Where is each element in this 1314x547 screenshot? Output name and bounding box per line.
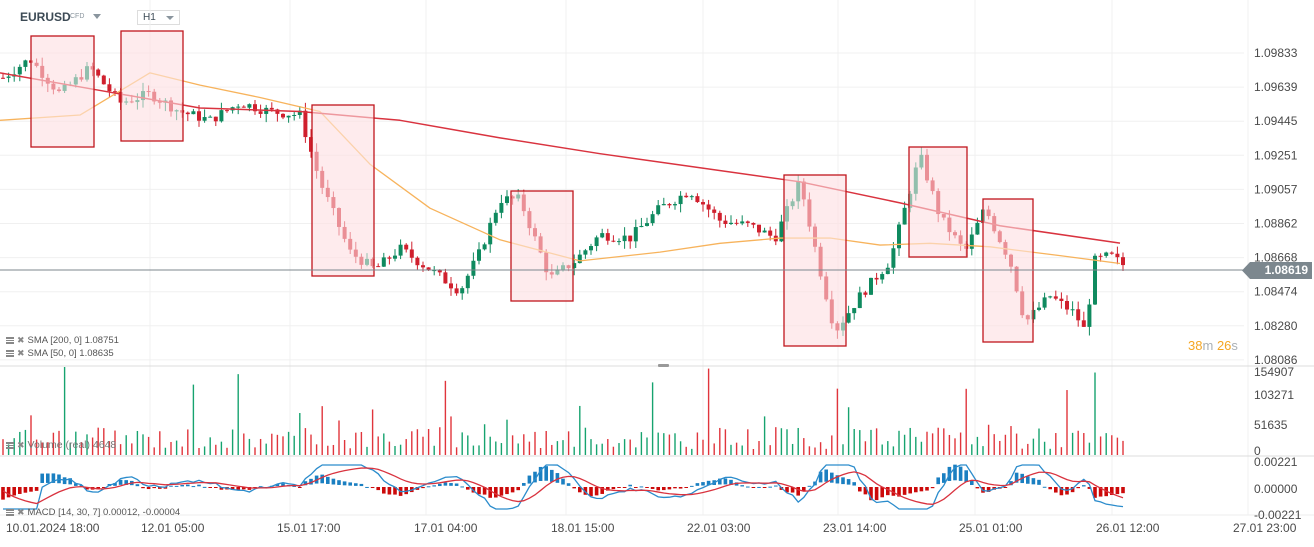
chevron-down-icon: [166, 16, 174, 20]
svg-text:-0.00221: -0.00221: [1254, 508, 1302, 522]
menu-icon[interactable]: [6, 441, 14, 449]
timeframe-select[interactable]: H1: [137, 10, 180, 25]
timeframe-value: H1: [143, 12, 156, 23]
current-price-tag: 1.08619: [1242, 262, 1312, 279]
svg-text:0.00221: 0.00221: [1254, 455, 1298, 469]
volume-label: Volume (real) 4648: [27, 439, 117, 451]
price-tick: 1.08668: [1254, 251, 1298, 265]
time-label: 25.01 01:00: [959, 521, 1023, 535]
time-label: 12.01 05:00: [141, 521, 205, 535]
price-tick: 1.09057: [1254, 182, 1298, 196]
legend-volume: ✖ Volume (real) 4648: [6, 439, 116, 451]
highlight-box: [908, 146, 968, 258]
instrument-type: CFD: [70, 13, 85, 20]
chart-toolbar: EURUSD CFD H1: [0, 0, 1314, 34]
time-label: 10.01.2024 18:00: [6, 521, 100, 535]
time-label: 15.01 17:00: [277, 521, 341, 535]
pane-resize-handle[interactable]: [658, 364, 669, 367]
time-label: 22.01 03:00: [687, 521, 751, 535]
highlight-box: [783, 174, 847, 347]
time-label: 27.01 23:00: [1233, 521, 1297, 535]
candle-countdown-timer: 38m 26s: [1188, 338, 1238, 353]
highlight-box: [120, 30, 184, 142]
time-label: 26.01 12:00: [1096, 521, 1160, 535]
menu-icon[interactable]: [6, 509, 14, 516]
symbol-dropdown-icon[interactable]: [93, 14, 101, 19]
time-label: 23.01 14:00: [823, 521, 887, 535]
sma50-label: SMA [50, 0] 1.08635: [27, 348, 114, 359]
menu-icon[interactable]: [6, 350, 14, 357]
legend-sma200: ✖ SMA [200, 0] 1.08751: [6, 335, 119, 346]
svg-text:51635: 51635: [1254, 418, 1288, 432]
time-label: 17.01 04:00: [414, 521, 478, 535]
close-icon[interactable]: ✖: [17, 507, 25, 517]
sma200-label: SMA [200, 0] 1.08751: [27, 335, 119, 346]
price-tick: 1.08280: [1254, 319, 1298, 333]
highlight-box: [510, 190, 574, 302]
close-icon[interactable]: ✖: [17, 348, 25, 358]
svg-text:0: 0: [1254, 444, 1261, 458]
price-tick: 1.08474: [1254, 285, 1298, 299]
price-tick: 1.09445: [1254, 114, 1298, 128]
svg-text:103271: 103271: [1254, 388, 1294, 402]
legend-macd: ✖ MACD [14, 30, 7] 0.00012, -0.00004: [6, 507, 180, 518]
svg-text:0.00000: 0.00000: [1254, 482, 1298, 496]
symbol-name[interactable]: EURUSD: [20, 10, 71, 24]
svg-text:154907: 154907: [1254, 365, 1294, 379]
price-tick: 1.09639: [1254, 80, 1298, 94]
price-tick: 1.09251: [1254, 148, 1298, 162]
time-label: 18.01 15:00: [551, 521, 615, 535]
highlight-box: [311, 104, 375, 277]
price-tick: 1.09833: [1254, 46, 1298, 60]
menu-icon[interactable]: [6, 337, 14, 344]
highlight-box: [30, 35, 95, 148]
close-icon[interactable]: ✖: [17, 335, 25, 345]
price-tick: 1.08086: [1254, 353, 1298, 367]
macd-label: MACD [14, 30, 7] 0.00012, -0.00004: [27, 507, 181, 518]
legend-sma50: ✖ SMA [50, 0] 1.08635: [6, 348, 114, 359]
price-tick: 1.08862: [1254, 217, 1298, 231]
close-icon[interactable]: ✖: [17, 439, 25, 450]
